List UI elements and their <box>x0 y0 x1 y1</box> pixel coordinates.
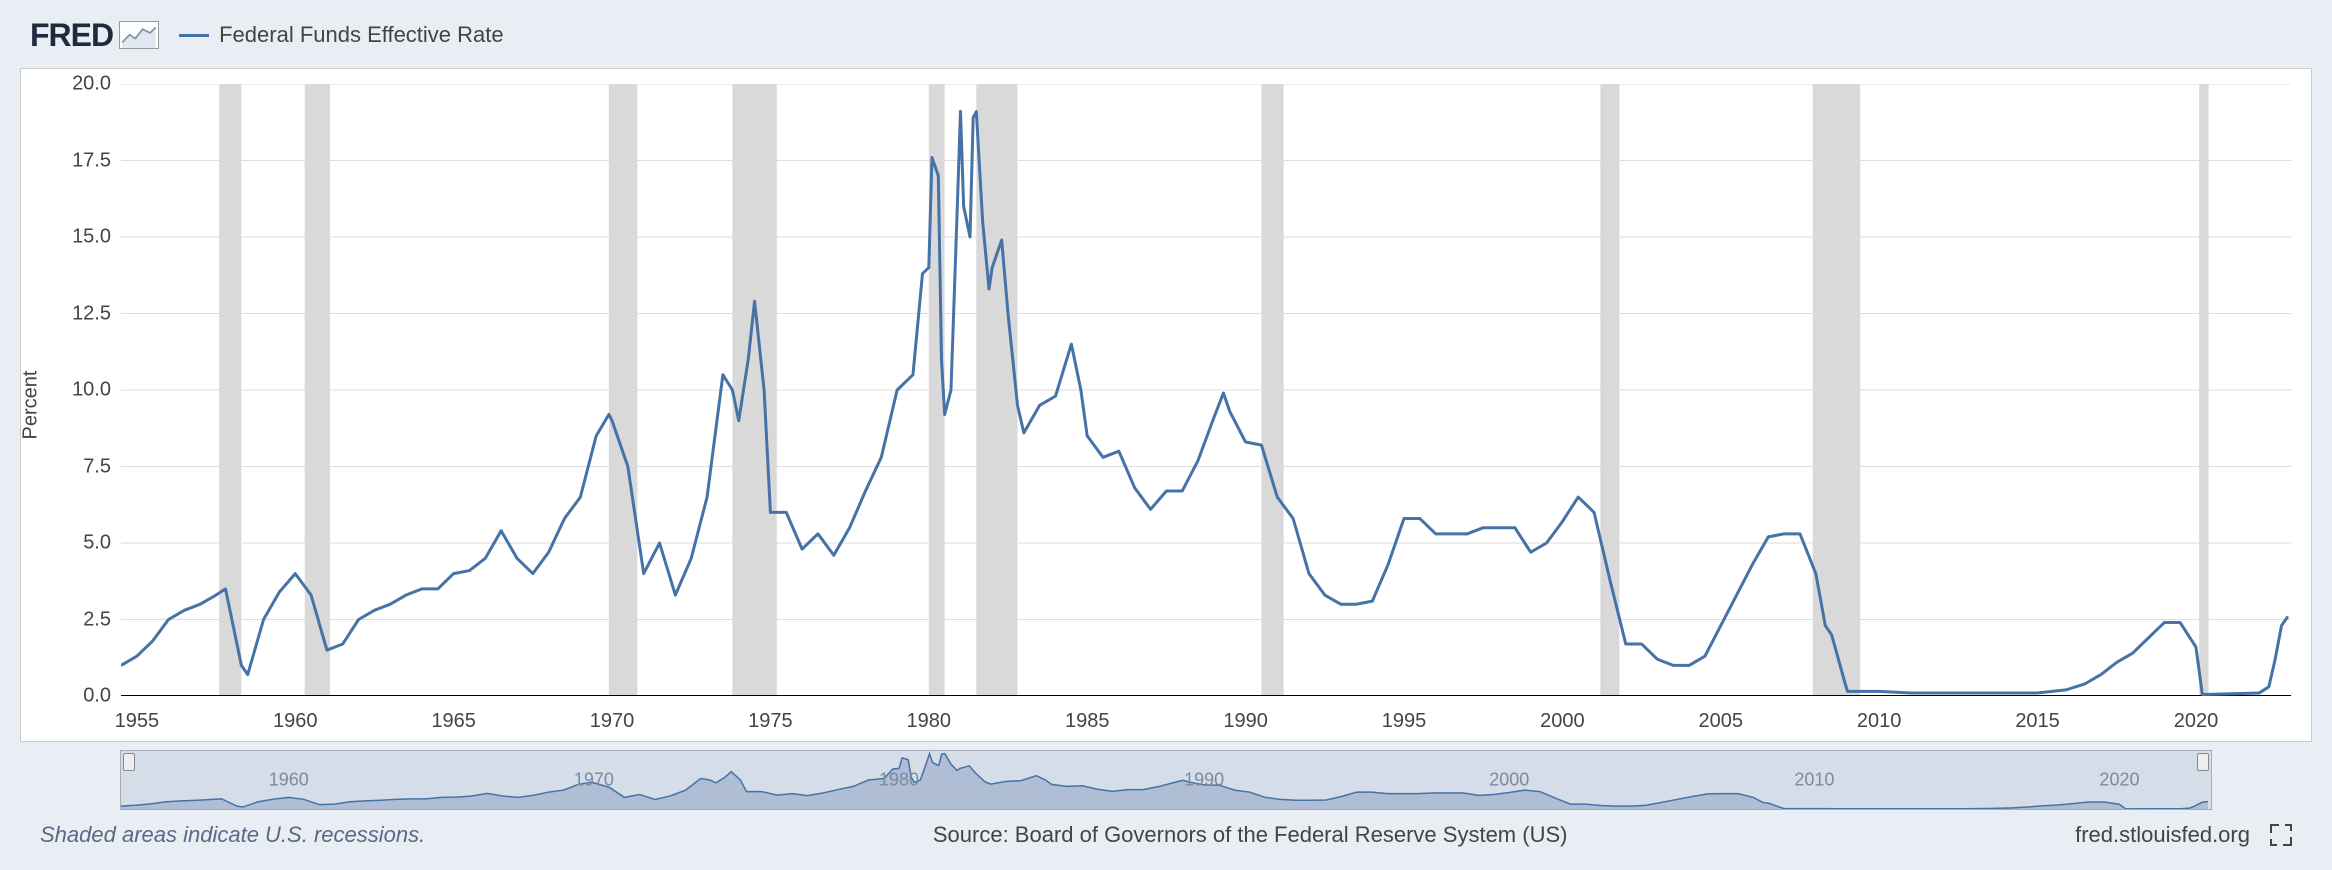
x-tick-label: 1955 <box>115 710 160 733</box>
logo-text: FRED <box>30 17 113 54</box>
chart-header: FRED Federal Funds Effective Rate <box>20 10 2312 60</box>
y-axis-label: Percent <box>20 371 43 440</box>
x-tick-label: 1960 <box>273 710 318 733</box>
mini-year-label: 1980 <box>879 770 919 791</box>
legend: Federal Funds Effective Rate <box>179 22 504 48</box>
y-tick-label: 20.0 <box>72 73 111 96</box>
x-tick-label: 1970 <box>590 710 635 733</box>
x-tick-label: 1975 <box>748 710 793 733</box>
x-tick-label: 2000 <box>1540 710 1585 733</box>
x-tick-label: 1965 <box>431 710 476 733</box>
mini-year-label: 2010 <box>1794 770 1834 791</box>
x-tick-label: 1985 <box>1065 710 1110 733</box>
mini-year-label: 2000 <box>1489 770 1529 791</box>
y-tick-label: 12.5 <box>72 302 111 325</box>
source-note: Source: Board of Governors of the Federa… <box>933 822 1568 848</box>
y-tick-label: 10.0 <box>72 379 111 402</box>
mini-year-label: 1990 <box>1184 770 1224 791</box>
chart-footer: Shaded areas indicate U.S. recessions. S… <box>20 810 2312 860</box>
range-handle-right[interactable] <box>2197 753 2209 771</box>
y-tick-label: 2.5 <box>83 608 111 631</box>
x-tick-label: 1995 <box>1382 710 1427 733</box>
x-tick-label: 2020 <box>2174 710 2219 733</box>
legend-label: Federal Funds Effective Rate <box>219 22 504 48</box>
fred-logo: FRED <box>30 17 159 54</box>
mini-year-label: 2020 <box>2099 770 2139 791</box>
recession-note: Shaded areas indicate U.S. recessions. <box>40 822 425 848</box>
mini-plot[interactable]: 1960 1970 1980 1990 2000 2010 2020 <box>120 750 2212 810</box>
attribution: fred.stlouisfed.org <box>2075 822 2250 848</box>
x-tick-label: 2005 <box>1699 710 1744 733</box>
fullscreen-icon[interactable] <box>2270 824 2292 846</box>
mini-year-label: 1960 <box>269 770 309 791</box>
logo-chart-icon <box>119 21 159 49</box>
legend-swatch <box>179 34 209 37</box>
main-chart[interactable]: Percent 0.0 2.5 5.0 7.5 10.0 12.5 15.0 17.5 20.0… <box>20 68 2312 742</box>
y-tick-label: 5.0 <box>83 532 111 555</box>
x-tick-label: 1980 <box>907 710 952 733</box>
x-tick-label: 2010 <box>1857 710 1902 733</box>
x-tick-label: 1990 <box>1223 710 1268 733</box>
plot-area <box>121 84 2291 696</box>
y-tick-label: 17.5 <box>72 149 111 172</box>
y-tick-label: 0.0 <box>83 685 111 708</box>
x-tick-label: 2015 <box>2015 710 2060 733</box>
range-handle-left[interactable] <box>123 753 135 771</box>
mini-year-label: 1970 <box>574 770 614 791</box>
y-tick-label: 7.5 <box>83 455 111 478</box>
range-selector[interactable]: 1960 1970 1980 1990 2000 2010 2020 <box>20 750 2312 810</box>
y-tick-label: 15.0 <box>72 226 111 249</box>
